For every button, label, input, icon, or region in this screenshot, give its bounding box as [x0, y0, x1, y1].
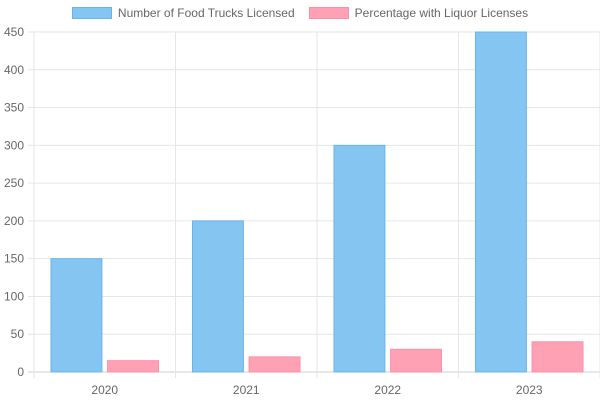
bar-food-trucks-2020: [50, 258, 103, 373]
legend-label-food-trucks: Number of Food Trucks Licensed: [117, 6, 295, 20]
legend-item-liquor-licenses[interactable]: Percentage with Liquor Licenses: [308, 6, 529, 20]
bar-liquor-licenses-2023: [531, 341, 584, 373]
y-tick-label: 450: [4, 25, 24, 39]
y-tick-label: 0: [17, 365, 24, 379]
x-tick-label: 2020: [91, 383, 118, 397]
legend-label-liquor-licenses: Percentage with Liquor Licenses: [354, 6, 529, 20]
bar-food-trucks-2023: [474, 31, 527, 373]
bar-liquor-licenses-2022: [390, 348, 443, 373]
y-tick-label: 50: [11, 327, 25, 341]
legend-item-food-trucks[interactable]: Number of Food Trucks Licensed: [71, 6, 295, 20]
y-tick-label: 150: [4, 252, 24, 266]
x-tick-label: 2023: [516, 383, 543, 397]
y-tick-label: 350: [4, 101, 24, 115]
x-tick-label: 2022: [374, 383, 401, 397]
y-tick-label: 400: [4, 63, 24, 77]
bar-food-trucks-2022: [333, 144, 386, 373]
bar-food-trucks-2021: [191, 220, 244, 373]
legend-swatch-liquor-licenses: [308, 7, 349, 19]
bar-liquor-licenses-2021: [248, 356, 301, 373]
x-tick-label: 2021: [233, 383, 260, 397]
bar-liquor-licenses-2020: [107, 360, 160, 373]
legend: Number of Food Trucks Licensed Percentag…: [0, 6, 600, 20]
y-tick-label: 300: [4, 138, 24, 152]
legend-swatch-food-trucks: [71, 7, 112, 19]
y-tick-label: 250: [4, 176, 24, 190]
y-tick-label: 100: [4, 289, 24, 303]
y-tick-label: 200: [4, 214, 24, 228]
